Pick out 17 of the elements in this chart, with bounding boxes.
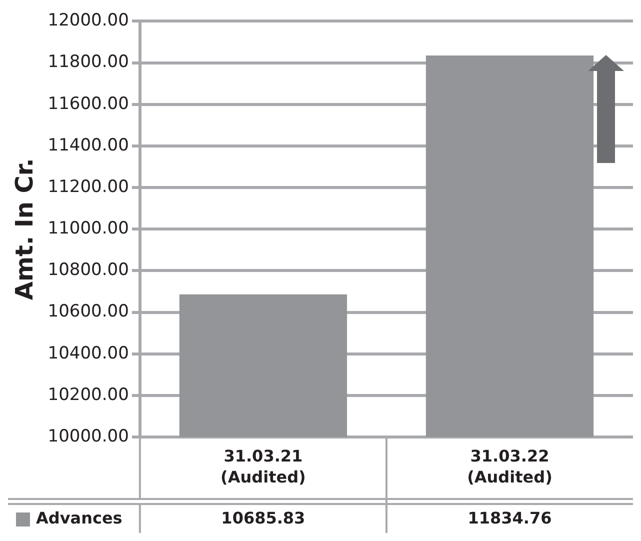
- y-tick-label: 10000.00: [48, 426, 129, 446]
- y-tick-label: 11800.00: [48, 52, 129, 72]
- data-label: 10685.83: [221, 508, 306, 528]
- y-tick-label: 11400.00: [48, 135, 129, 156]
- y-tick-label: 12000.00: [48, 10, 129, 31]
- y-tick-label: 10600.00: [48, 302, 129, 322]
- legend-label: Advances: [36, 508, 122, 528]
- y-tick-label: 10400.00: [48, 343, 129, 364]
- x-tick-label: 31.03.22 (Audited): [467, 446, 552, 487]
- y-axis-title: Amt. In Cr.: [10, 158, 39, 300]
- y-tick-label: 11200.00: [48, 176, 129, 197]
- x-tick-label: 31.03.21 (Audited): [220, 446, 306, 487]
- y-tick-label: 10800.00: [48, 260, 129, 280]
- data-label: 11834.76: [468, 508, 552, 528]
- y-tick-label: 11000.00: [48, 218, 129, 239]
- y-tick-label: 11600.00: [48, 94, 129, 114]
- y-tick-label: 10200.00: [48, 384, 129, 405]
